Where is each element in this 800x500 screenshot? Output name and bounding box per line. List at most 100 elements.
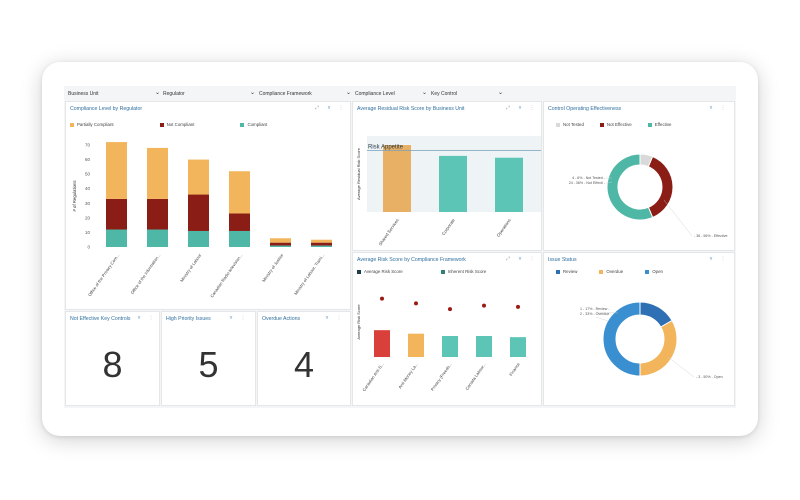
expand-icon[interactable]: ⤢: [505, 256, 510, 262]
legend-label: Partially Compliant: [77, 122, 114, 127]
inherent-risk-point: [380, 296, 384, 301]
panel-controls: ⤢ ▿ ⋮: [505, 256, 535, 262]
compliance-level-panel: Compliance Level by Regulator ⤢ ▿ ⋮ Part…: [65, 101, 351, 310]
filter-regulator[interactable]: Regulator ⌄: [163, 88, 255, 99]
filter-label: Business Unit: [68, 90, 99, 97]
filter-icon[interactable]: ▿: [325, 315, 329, 321]
inherent-risk-point: [516, 304, 520, 309]
more-options-icon[interactable]: ⋮: [148, 315, 154, 321]
filter-icon[interactable]: ▿: [709, 105, 713, 111]
kpi-not-effective-key-controls[interactable]: Not Effective Key Controls ▿ ⋮ 8: [65, 311, 160, 406]
filter-icon[interactable]: ▿: [229, 315, 233, 321]
x-tick-label: Operations: [496, 218, 512, 238]
residual-risk-panel: Average Residual Risk Score by Business …: [352, 101, 542, 251]
bar-segment: [311, 242, 332, 246]
filter-label: Regulator: [163, 90, 185, 97]
x-tick-label: Canadian Radio-television...: [209, 253, 243, 299]
bar: [495, 157, 523, 212]
filter-icon[interactable]: ▿: [327, 105, 331, 111]
more-options-icon[interactable]: ⋮: [529, 256, 535, 262]
y-tick-label: 70: [85, 143, 91, 148]
bar-segment: [229, 230, 250, 247]
slice-label: - 3 - 50% - Open: [696, 375, 723, 379]
legend-swatch: [647, 122, 652, 127]
expand-icon[interactable]: ⤢: [314, 105, 319, 111]
bar: [408, 333, 424, 357]
panel-controls: ▿ ⋮: [708, 105, 726, 111]
panel-title: High Priority Issues: [166, 316, 211, 322]
bar: [439, 155, 467, 212]
panel-controls: ▿ ⋮: [324, 315, 342, 321]
filter-icon[interactable]: ▿: [709, 256, 713, 262]
expand-icon[interactable]: ⤢: [505, 105, 510, 111]
filter-key-control[interactable]: Key Control ⌄: [431, 88, 503, 99]
issue-status-donut: 1 - 17% - Review -2 - 33% - Overdue - - 3…: [580, 301, 723, 379]
y-tick-label: 10: [85, 230, 91, 235]
chart-legend: Review Overdue Open: [556, 269, 663, 274]
legend-label: Compliant: [247, 122, 268, 127]
slice-label: 24 - 36% - Not Effecti -: [569, 181, 606, 185]
more-options-icon[interactable]: ⋮: [720, 256, 726, 262]
bar: [510, 337, 526, 357]
x-tick-label: Canadian Anti-S...: [361, 362, 384, 393]
control-effectiveness-panel: Control Operating Effectiveness ▿ ⋮ Not …: [543, 101, 735, 251]
x-tick-label: Shared Services: [378, 218, 400, 247]
bar-segment: [270, 238, 291, 243]
residual-risk-bar-chart: Average Residual Risk Score Shared Servic…: [356, 136, 541, 247]
filter-compliance-framework[interactable]: Compliance Framework ⌄: [259, 88, 351, 99]
filter-business-unit[interactable]: Business Unit ⌄: [68, 88, 160, 99]
legend-swatch: [556, 269, 560, 274]
bar: [442, 336, 458, 357]
panel-controls: ⤢ ▿ ⋮: [505, 105, 535, 111]
legend-swatch: [556, 122, 560, 127]
legend-swatch: [440, 269, 445, 274]
filter-icon[interactable]: ▿: [518, 256, 522, 262]
compliance-stacked-bar-chart: 0 10 20 30 40 50 60 70 # of Regulations Office of…: [72, 142, 332, 299]
legend-swatch: [645, 269, 650, 274]
bar-segment: [188, 194, 209, 231]
legend-label: Inherent Risk Score: [447, 269, 487, 274]
chevron-down-icon: ⌄: [345, 90, 351, 96]
filter-icon[interactable]: ▿: [518, 105, 522, 111]
y-tick-label: 40: [85, 186, 91, 191]
panel-title: Average Residual Risk Score by Business …: [357, 106, 465, 112]
risk-score-combo-chart: Average Risk Score Canadian Anti-S... Anti…: [356, 296, 526, 393]
bar-segment: [147, 198, 168, 230]
filter-label: Key Control: [431, 90, 458, 97]
more-options-icon[interactable]: ⋮: [720, 105, 726, 111]
kpi-value: 4: [293, 344, 315, 385]
filter-bar: Business Unit ⌄ Regulator ⌄ Compliance F…: [64, 86, 736, 100]
filter-label: Compliance Level: [355, 90, 395, 97]
bar-segment: [229, 171, 250, 214]
legend-label: Average Risk Score: [364, 269, 403, 274]
more-options-icon[interactable]: ⋮: [338, 105, 344, 111]
x-tick-label: Privacy (Freedo...: [430, 362, 453, 392]
more-options-icon[interactable]: ⋮: [336, 315, 342, 321]
slice-label: 4 - 6% - Not Tested -: [572, 176, 606, 180]
y-axis-title: # of Regulations: [72, 180, 77, 211]
x-tick-label: Ministry of Justice: [261, 252, 285, 283]
legend-swatch: [599, 122, 604, 127]
x-tick-label: Canada Labour...: [464, 362, 487, 391]
filter-icon[interactable]: ▿: [137, 315, 141, 321]
chevron-down-icon: ⌄: [249, 90, 255, 96]
more-options-icon[interactable]: ⋮: [529, 105, 535, 111]
inherent-risk-point: [482, 303, 486, 308]
bar-segment: [106, 198, 127, 230]
bar-segment: [311, 245, 332, 247]
panel-title: Overdue Actions: [262, 316, 301, 322]
x-tick-label: Ministry of Labour: [179, 252, 203, 283]
y-tick-label: 50: [85, 172, 91, 177]
callout-line: [595, 311, 619, 314]
more-options-icon[interactable]: ⋮: [240, 315, 246, 321]
filter-compliance-level[interactable]: Compliance Level ⌄: [355, 88, 427, 99]
kpi-overdue-actions[interactable]: Overdue Actions ▿ ⋮ 4: [257, 311, 351, 406]
bar-segment: [188, 230, 209, 247]
chevron-down-icon: ⌄: [421, 90, 427, 96]
y-axis-title: Average Residual Risk Score: [356, 147, 361, 200]
panel-controls: ▿ ⋮: [136, 315, 154, 321]
kpi-high-priority-issues[interactable]: High Priority Issues ▿ ⋮ 5: [161, 311, 256, 406]
legend-label: Review: [563, 269, 578, 274]
bar-segment: [188, 159, 209, 195]
panel-title: Issue Status: [548, 257, 577, 263]
